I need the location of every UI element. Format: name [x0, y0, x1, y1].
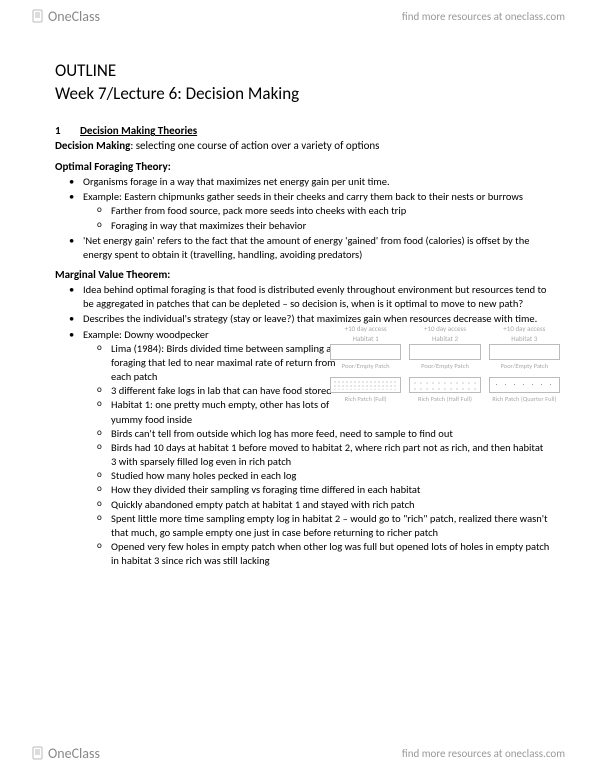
list-item: Farther from food source, pack more seed…: [83, 204, 550, 218]
list-item: Spent little more time sampling empty lo…: [83, 512, 550, 540]
page-footer: OneClass find more resources at oneclass…: [0, 737, 595, 770]
mvt-section: Idea behind optimal foraging is that foo…: [55, 283, 550, 568]
def-term: Decision Making: [55, 139, 130, 152]
habitat-title: Habitat 3: [489, 335, 560, 343]
header-tagline: find more resources at oneclass.com: [402, 10, 565, 23]
habitat-column: +10 day access Habitat 1 Poor/Empty Patc…: [330, 325, 401, 409]
brand-name: OneClass: [48, 745, 100, 762]
empty-patch-box: [489, 344, 560, 360]
box-label: Poor/Empty Patch: [489, 363, 560, 370]
outline-title: OUTLINE: [55, 60, 550, 81]
rich-patch-box: [330, 377, 401, 393]
list-item: Birds had 10 days at habitat 1 before mo…: [83, 441, 550, 469]
rich-patch-box: [489, 377, 560, 393]
list-item: Lima (1984): Birds divided time between …: [83, 342, 353, 385]
page-header: OneClass find more resources at oneclass…: [0, 0, 595, 33]
section-title: Decision Making Theories: [80, 124, 197, 137]
habitat-title: Habitat 1: [330, 335, 401, 343]
list-text: Example: Downy woodpecker: [83, 328, 209, 341]
document-content: OUTLINE Week 7/Lecture 6: Decision Makin…: [55, 60, 550, 569]
footer-tagline: find more resources at oneclass.com: [402, 747, 565, 760]
list-item: Habitat 1: one pretty much empty, other …: [83, 398, 353, 426]
list-item: Idea behind optimal foraging is that foo…: [55, 283, 550, 311]
habitat-pre: +10 day access: [489, 325, 560, 333]
habitat-pre: +10 day access: [409, 325, 480, 333]
list-item: 3 different fake logs in lab that can ha…: [83, 384, 353, 398]
brand-logo: OneClass: [30, 745, 100, 762]
definition-line: Decision Making: selecting one course of…: [55, 139, 550, 152]
sub-list: Farther from food source, pack more seed…: [83, 204, 550, 232]
habitat-diagram: +10 day access Habitat 1 Poor/Empty Patc…: [330, 325, 560, 409]
list-item: How they divided their sampling vs forag…: [83, 483, 550, 497]
brand-name: OneClass: [48, 8, 100, 25]
list-item: 'Net energy gain' refers to the fact tha…: [55, 234, 550, 262]
list-item: Organisms forage in a way that maximizes…: [55, 175, 550, 189]
list-text: Example: Eastern chipmunks gather seeds …: [83, 190, 523, 203]
list-item: Quickly abandoned empty patch at habitat…: [83, 498, 550, 512]
list-item: Foraging in way that maximizes their beh…: [83, 219, 550, 233]
list-item: Example: Eastern chipmunks gather seeds …: [55, 190, 550, 233]
document-icon: [30, 746, 46, 762]
empty-patch-box: [409, 344, 480, 360]
sub-list: Lima (1984): Birds divided time between …: [83, 342, 353, 427]
document-icon: [30, 9, 46, 25]
section-heading: 1Decision Making Theories: [55, 124, 550, 137]
box-label: Poor/Empty Patch: [409, 363, 480, 370]
box-label: Rich Patch (Half Full): [409, 396, 480, 403]
list-item: Studied how many holes pecked in each lo…: [83, 469, 550, 483]
box-label: Rich Patch (Full): [330, 396, 401, 403]
rich-patch-box: [409, 377, 480, 393]
list-item: Birds can't tell from outside which log …: [83, 427, 550, 441]
empty-patch-box: [330, 344, 401, 360]
mvt-heading: Marginal Value Theorem:: [55, 268, 550, 281]
box-label: Rich Patch (Quarter Full): [489, 396, 560, 403]
list-item: Opened very few holes in empty patch whe…: [83, 540, 550, 568]
section-number: 1: [55, 124, 80, 137]
sub-list: Birds can't tell from outside which log …: [83, 427, 550, 569]
habitat-column: +10 day access Habitat 3 Poor/Empty Patc…: [489, 325, 560, 409]
brand-logo: OneClass: [30, 8, 100, 25]
habitat-column: +10 day access Habitat 2 Poor/Empty Patc…: [409, 325, 480, 409]
oft-list: Organisms forage in a way that maximizes…: [55, 175, 550, 262]
oft-heading: Optimal Foraging Theory:: [55, 160, 550, 173]
def-text: : selecting one course of action over a …: [130, 139, 379, 152]
habitat-pre: +10 day access: [330, 325, 401, 333]
lecture-title: Week 7/Lecture 6: Decision Making: [55, 83, 550, 104]
box-label: Poor/Empty Patch: [330, 363, 401, 370]
habitat-title: Habitat 2: [409, 335, 480, 343]
